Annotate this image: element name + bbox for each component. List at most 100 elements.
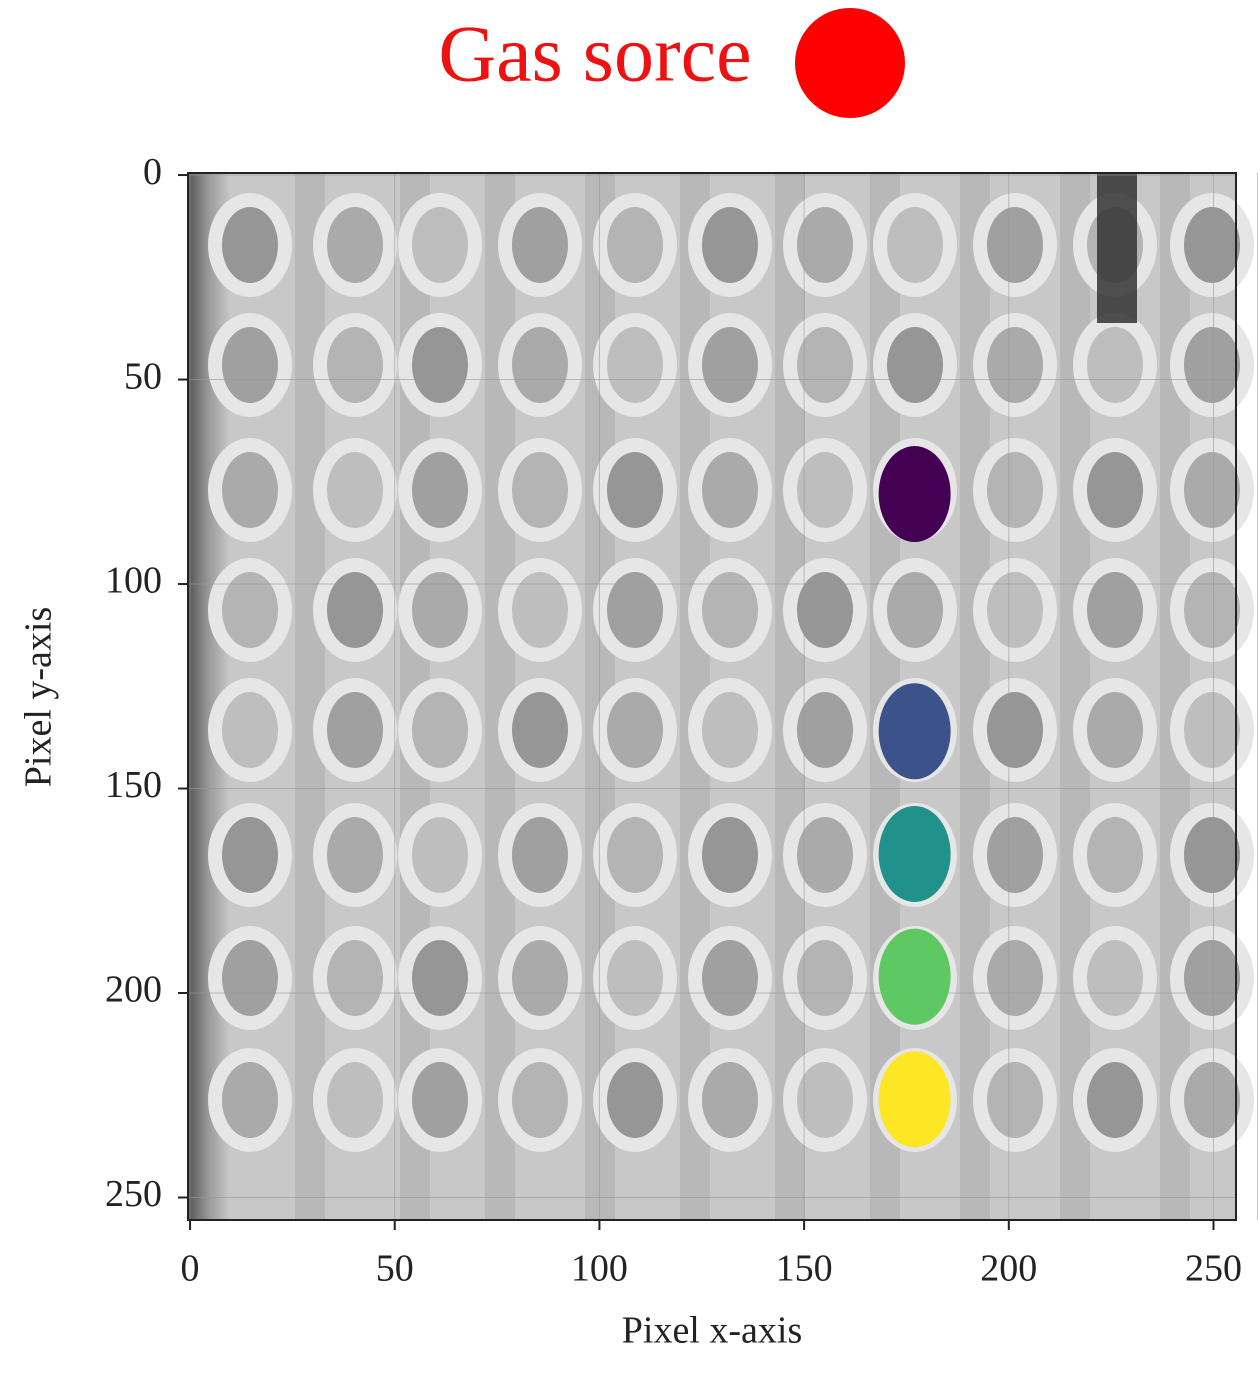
image-well bbox=[987, 207, 1043, 283]
image-well bbox=[512, 327, 568, 403]
image-well bbox=[607, 1062, 663, 1138]
image-well bbox=[512, 572, 568, 648]
y-tick-label: 150 bbox=[105, 764, 162, 806]
image-well bbox=[797, 692, 853, 768]
background-image bbox=[188, 173, 1258, 1220]
image-well bbox=[1184, 1062, 1240, 1138]
x-tick-label: 100 bbox=[571, 1248, 628, 1290]
image-well bbox=[987, 940, 1043, 1016]
y-tick-label: 200 bbox=[105, 969, 162, 1011]
y-tick-label: 0 bbox=[143, 151, 162, 193]
image-well bbox=[222, 1062, 278, 1138]
image-well bbox=[702, 207, 758, 283]
image-well bbox=[412, 572, 468, 648]
image-well bbox=[987, 572, 1043, 648]
image-well bbox=[412, 940, 468, 1016]
image-well bbox=[327, 817, 383, 893]
x-axis-label: Pixel x-axis bbox=[622, 1310, 802, 1352]
image-well bbox=[797, 1062, 853, 1138]
y-tick-label: 50 bbox=[124, 355, 162, 397]
image-well bbox=[327, 207, 383, 283]
point bbox=[878, 1051, 951, 1148]
image-well bbox=[797, 817, 853, 893]
image-well bbox=[987, 327, 1043, 403]
image-well bbox=[1087, 940, 1143, 1016]
image-well bbox=[702, 327, 758, 403]
chart-title: Gas sorce bbox=[438, 10, 751, 98]
image-well bbox=[702, 692, 758, 768]
image-well bbox=[512, 452, 568, 528]
image-well bbox=[797, 940, 853, 1016]
image-well bbox=[607, 692, 663, 768]
image-well bbox=[607, 817, 663, 893]
image-well bbox=[222, 940, 278, 1016]
image-well bbox=[222, 817, 278, 893]
image-well bbox=[327, 940, 383, 1016]
image-well bbox=[512, 1062, 568, 1138]
y-axis-label: Pixel y-axis bbox=[18, 607, 60, 787]
image-well bbox=[702, 572, 758, 648]
x-tick-label: 50 bbox=[376, 1248, 414, 1290]
y-tick-label: 100 bbox=[105, 560, 162, 602]
image-well bbox=[1087, 327, 1143, 403]
image-well bbox=[1087, 572, 1143, 648]
image-well bbox=[607, 327, 663, 403]
image-well bbox=[512, 692, 568, 768]
image-well bbox=[797, 452, 853, 528]
image-well bbox=[607, 452, 663, 528]
image-well bbox=[607, 207, 663, 283]
image-well bbox=[222, 572, 278, 648]
image-well bbox=[327, 452, 383, 528]
image-well bbox=[987, 452, 1043, 528]
image-well bbox=[327, 572, 383, 648]
image-well bbox=[512, 817, 568, 893]
plot-frame bbox=[187, 172, 1237, 1221]
y-tick-label: 250 bbox=[105, 1173, 162, 1215]
image-well bbox=[512, 207, 568, 283]
image-well bbox=[222, 692, 278, 768]
image-well bbox=[327, 327, 383, 403]
image-well bbox=[702, 940, 758, 1016]
image-well bbox=[987, 817, 1043, 893]
image-well bbox=[327, 1062, 383, 1138]
x-tick-label: 250 bbox=[1185, 1248, 1242, 1290]
image-well bbox=[1087, 817, 1143, 893]
image-well bbox=[607, 572, 663, 648]
image-well bbox=[1184, 572, 1240, 648]
image-well bbox=[987, 1062, 1043, 1138]
image-well bbox=[1184, 452, 1240, 528]
image-well bbox=[702, 817, 758, 893]
image-well bbox=[1184, 692, 1240, 768]
image-well bbox=[412, 207, 468, 283]
image-well bbox=[412, 327, 468, 403]
image-well bbox=[512, 940, 568, 1016]
x-tick-label: 200 bbox=[980, 1248, 1037, 1290]
image-well bbox=[702, 452, 758, 528]
image-well bbox=[887, 207, 943, 283]
image-well bbox=[702, 1062, 758, 1138]
image-well bbox=[412, 692, 468, 768]
image-well bbox=[1087, 452, 1143, 528]
image-dark-spot bbox=[1097, 173, 1137, 323]
image-well bbox=[1184, 817, 1240, 893]
point bbox=[878, 928, 951, 1025]
image-well bbox=[607, 940, 663, 1016]
image-well bbox=[887, 327, 943, 403]
image-stripe bbox=[295, 173, 325, 1220]
image-well bbox=[222, 327, 278, 403]
image-well bbox=[222, 207, 278, 283]
image-well bbox=[797, 327, 853, 403]
image-well bbox=[797, 207, 853, 283]
point bbox=[878, 683, 951, 780]
image-well bbox=[1087, 692, 1143, 768]
image-well bbox=[987, 692, 1043, 768]
image-well bbox=[222, 452, 278, 528]
image-well bbox=[1184, 207, 1240, 283]
image-well bbox=[887, 572, 943, 648]
image-well bbox=[327, 692, 383, 768]
image-well bbox=[1184, 940, 1240, 1016]
x-tick-label: 150 bbox=[776, 1248, 833, 1290]
image-well bbox=[412, 817, 468, 893]
point bbox=[878, 446, 951, 543]
